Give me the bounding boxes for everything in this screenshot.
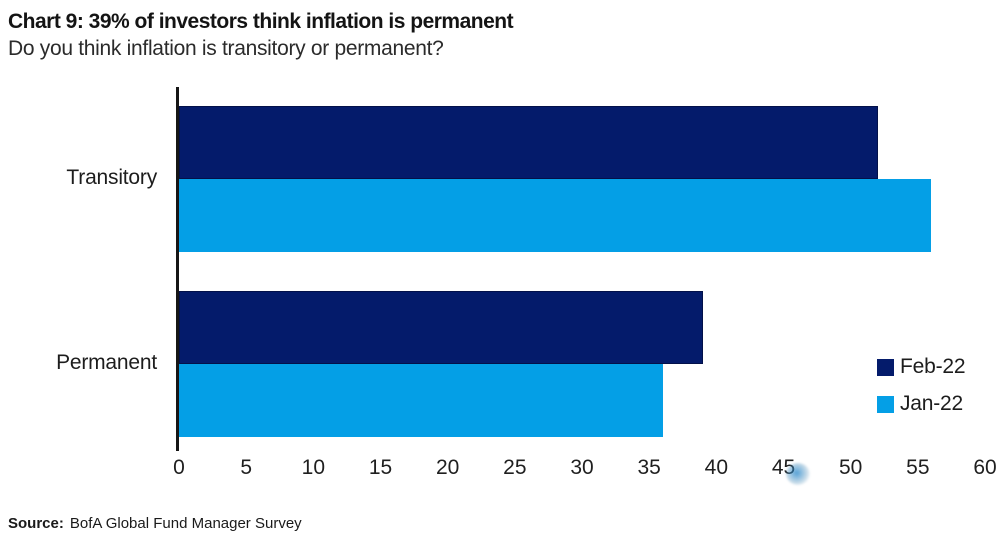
x-tick-20: 20 bbox=[435, 456, 460, 479]
bar-permanent-jan-22 bbox=[179, 364, 663, 437]
bar-permanent-feb-22 bbox=[179, 291, 703, 364]
x-tick-25: 25 bbox=[503, 456, 527, 479]
bar-transitory-feb-22 bbox=[179, 106, 878, 179]
bar-transitory-jan-22 bbox=[179, 179, 932, 252]
y-axis-line bbox=[176, 87, 179, 451]
x-tick-35: 35 bbox=[637, 456, 661, 479]
source-line: Source: BofA Global Fund Manager Survey bbox=[8, 515, 302, 532]
chart-subtitle: Do you think inflation is transitory or … bbox=[8, 37, 444, 60]
x-tick-60: 60 bbox=[973, 456, 997, 479]
chart-title: Chart 9: 39% of investors think inflatio… bbox=[8, 10, 514, 33]
legend-swatch-icon bbox=[877, 358, 894, 376]
x-tick-50: 50 bbox=[838, 456, 863, 479]
source-text: BofA Global Fund Manager Survey bbox=[69, 515, 302, 532]
x-tick-30: 30 bbox=[570, 456, 594, 479]
x-tick-15: 15 bbox=[368, 456, 393, 479]
category-label-transitory: Transitory bbox=[66, 166, 157, 189]
legend-item-jan-22: Jan-22 bbox=[877, 392, 965, 416]
source-label: Source: bbox=[8, 515, 64, 532]
x-tick-55: 55 bbox=[906, 456, 930, 479]
legend-label: Feb-22 bbox=[900, 355, 966, 378]
legend-item-feb-22: Feb-22 bbox=[877, 355, 966, 379]
compression-artifact-smudge bbox=[786, 463, 810, 485]
legend-swatch-icon bbox=[877, 395, 894, 413]
x-tick-10: 10 bbox=[301, 456, 325, 479]
legend-label: Jan-22 bbox=[900, 392, 964, 415]
x-tick-5: 5 bbox=[240, 456, 252, 479]
x-tick-40: 40 bbox=[704, 456, 728, 479]
x-tick-0: 0 bbox=[173, 456, 185, 479]
category-label-permanent: Permanent bbox=[56, 351, 157, 374]
legend: Feb-22 Jan-22 bbox=[877, 355, 966, 429]
